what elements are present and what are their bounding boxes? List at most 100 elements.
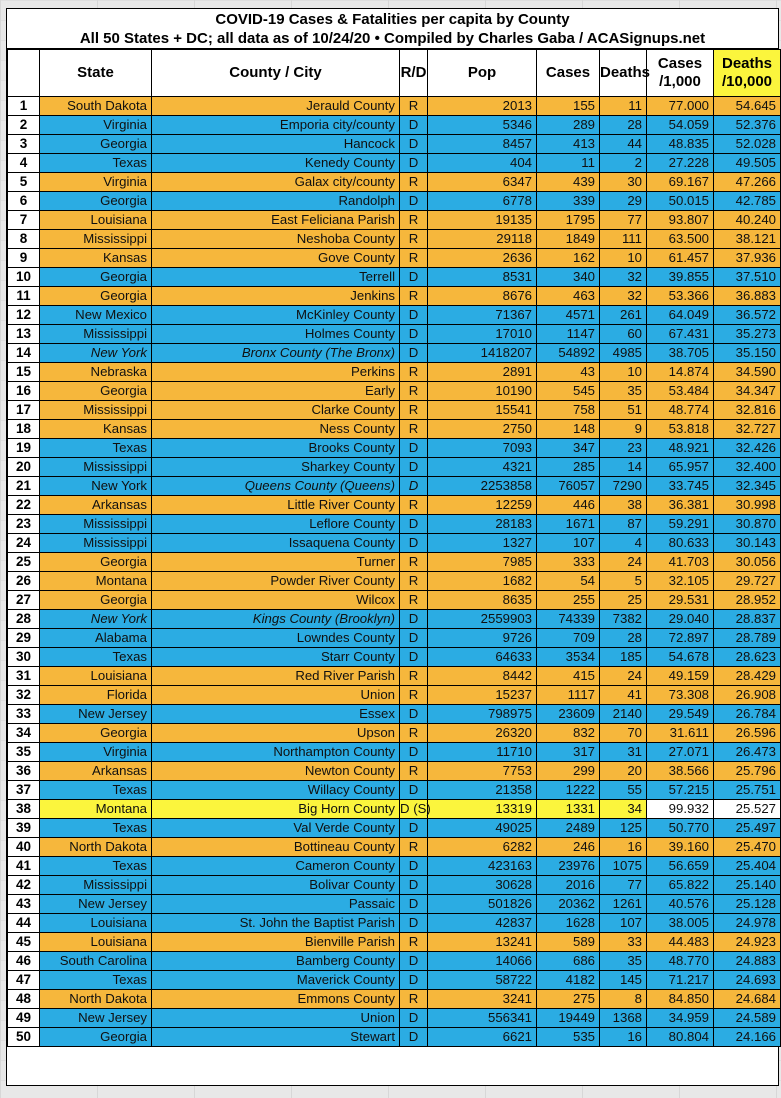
cell-deaths: 28 xyxy=(599,115,647,135)
cell-pop: 12259 xyxy=(427,495,537,515)
cell-county: Leflore County xyxy=(151,514,400,534)
cell-deaths-per-10000: 42.785 xyxy=(713,191,781,211)
cell-pop: 49025 xyxy=(427,818,537,838)
cell-cases-per-1000: 38.566 xyxy=(646,761,714,781)
cell-county: Maverick County xyxy=(151,970,400,990)
table-body: 1 South Dakota Jerauld County R 2013 155 11 77.… xyxy=(7,96,781,1047)
cell-pop: 6778 xyxy=(427,191,537,211)
cell-cases-per-1000: 38.005 xyxy=(646,913,714,933)
cell-deaths: 33 xyxy=(599,932,647,952)
cell-cases-per-1000: 61.457 xyxy=(646,248,714,268)
cell-rank: 47 xyxy=(7,970,40,990)
cell-rank: 49 xyxy=(7,1008,40,1028)
cell-cases: 340 xyxy=(536,267,600,287)
cell-cases-per-1000: 54.678 xyxy=(646,647,714,667)
cell-deaths-per-10000: 24.693 xyxy=(713,970,781,990)
cell-rd: R xyxy=(399,761,428,781)
cell-cases: 1117 xyxy=(536,685,600,705)
cell-rd: R xyxy=(399,229,428,249)
cell-pop: 4321 xyxy=(427,457,537,477)
cell-cases: 275 xyxy=(536,989,600,1009)
county-data-table: State County / City R/D Pop Cases Deaths Cases… xyxy=(7,49,781,1047)
cell-rd: R xyxy=(399,685,428,705)
cell-cases: 339 xyxy=(536,191,600,211)
cell-cases: 74339 xyxy=(536,609,600,629)
table-row: 23 Mississippi Leflore County D 28183 1671 87 5… xyxy=(7,514,781,534)
cell-county: Little River County xyxy=(151,495,400,515)
cell-deaths-per-10000: 32.400 xyxy=(713,457,781,477)
cell-deaths: 41 xyxy=(599,685,647,705)
cell-deaths-per-10000: 25.404 xyxy=(713,856,781,876)
cell-cases: 23976 xyxy=(536,856,600,876)
cell-rd: R xyxy=(399,552,428,572)
table-row: 34 Georgia Upson R 26320 832 70 31.611 26.596 xyxy=(7,723,781,743)
cell-county: Kenedy County xyxy=(151,153,400,173)
cell-deaths-per-10000: 28.952 xyxy=(713,590,781,610)
cell-deaths-per-10000: 26.908 xyxy=(713,685,781,705)
cell-deaths: 31 xyxy=(599,742,647,762)
cell-rd: D xyxy=(399,191,428,211)
cell-cases: 413 xyxy=(536,134,600,154)
cell-rd: D xyxy=(399,305,428,325)
table-row: 17 Mississippi Clarke County R 15541 758 51 48.… xyxy=(7,400,781,420)
cell-deaths-per-10000: 25.140 xyxy=(713,875,781,895)
cell-county: Hancock xyxy=(151,134,400,154)
cell-deaths: 29 xyxy=(599,191,647,211)
cell-cases: 2489 xyxy=(536,818,600,838)
cell-deaths-per-10000: 28.789 xyxy=(713,628,781,648)
cell-cases: 832 xyxy=(536,723,600,743)
cell-deaths: 60 xyxy=(599,324,647,344)
cell-rd: D xyxy=(399,628,428,648)
cell-cases: 439 xyxy=(536,172,600,192)
cell-rank: 42 xyxy=(7,875,40,895)
cell-deaths: 4 xyxy=(599,533,647,553)
cell-pop: 17010 xyxy=(427,324,537,344)
cell-deaths-per-10000: 25.751 xyxy=(713,780,781,800)
cell-rd: R xyxy=(399,723,428,743)
cell-deaths-per-10000: 24.923 xyxy=(713,932,781,952)
cell-deaths: 7382 xyxy=(599,609,647,629)
cell-rd: D xyxy=(399,609,428,629)
cell-county: Ness County xyxy=(151,419,400,439)
cell-cases: 415 xyxy=(536,666,600,686)
cell-state: North Dakota xyxy=(39,837,152,857)
cell-rd: R xyxy=(399,210,428,230)
cell-pop: 15541 xyxy=(427,400,537,420)
cell-rank: 36 xyxy=(7,761,40,781)
cell-rd: R xyxy=(399,362,428,382)
cell-pop: 28183 xyxy=(427,514,537,534)
cell-rank: 22 xyxy=(7,495,40,515)
cell-county: Union xyxy=(151,1008,400,1028)
cell-pop: 2750 xyxy=(427,419,537,439)
cell-county: Perkins xyxy=(151,362,400,382)
cell-deaths: 32 xyxy=(599,267,647,287)
cell-cases: 23609 xyxy=(536,704,600,724)
col-header-cases: Cases xyxy=(536,49,600,97)
cell-cases-per-1000: 53.366 xyxy=(646,286,714,306)
cell-cases-per-1000: 64.049 xyxy=(646,305,714,325)
cell-deaths-per-10000: 26.784 xyxy=(713,704,781,724)
cell-county: Jerauld County xyxy=(151,96,400,116)
cell-county: Brooks County xyxy=(151,438,400,458)
cell-deaths: 70 xyxy=(599,723,647,743)
cell-cases: 709 xyxy=(536,628,600,648)
cell-deaths-per-10000: 35.273 xyxy=(713,324,781,344)
cell-cases: 317 xyxy=(536,742,600,762)
table-row: 6 Georgia Randolph D 6778 339 29 50.015 42.785 xyxy=(7,191,781,211)
cell-state: Arkansas xyxy=(39,495,152,515)
cell-cases: 758 xyxy=(536,400,600,420)
table-title-block: COVID-19 Cases & Fatalities per capita b… xyxy=(7,9,778,49)
cell-rank: 16 xyxy=(7,381,40,401)
cell-rd: R xyxy=(399,932,428,952)
cell-pop: 8442 xyxy=(427,666,537,686)
cell-state: Mississippi xyxy=(39,875,152,895)
cell-deaths-per-10000: 24.883 xyxy=(713,951,781,971)
cell-pop: 26320 xyxy=(427,723,537,743)
table-row: 10 Georgia Terrell D 8531 340 32 39.855 37.510 xyxy=(7,267,781,287)
cell-state: Montana xyxy=(39,571,152,591)
cell-rd: D xyxy=(399,894,428,914)
cell-deaths: 1368 xyxy=(599,1008,647,1028)
cell-rd: D xyxy=(399,533,428,553)
cell-state: Mississippi xyxy=(39,324,152,344)
cell-rank: 32 xyxy=(7,685,40,705)
